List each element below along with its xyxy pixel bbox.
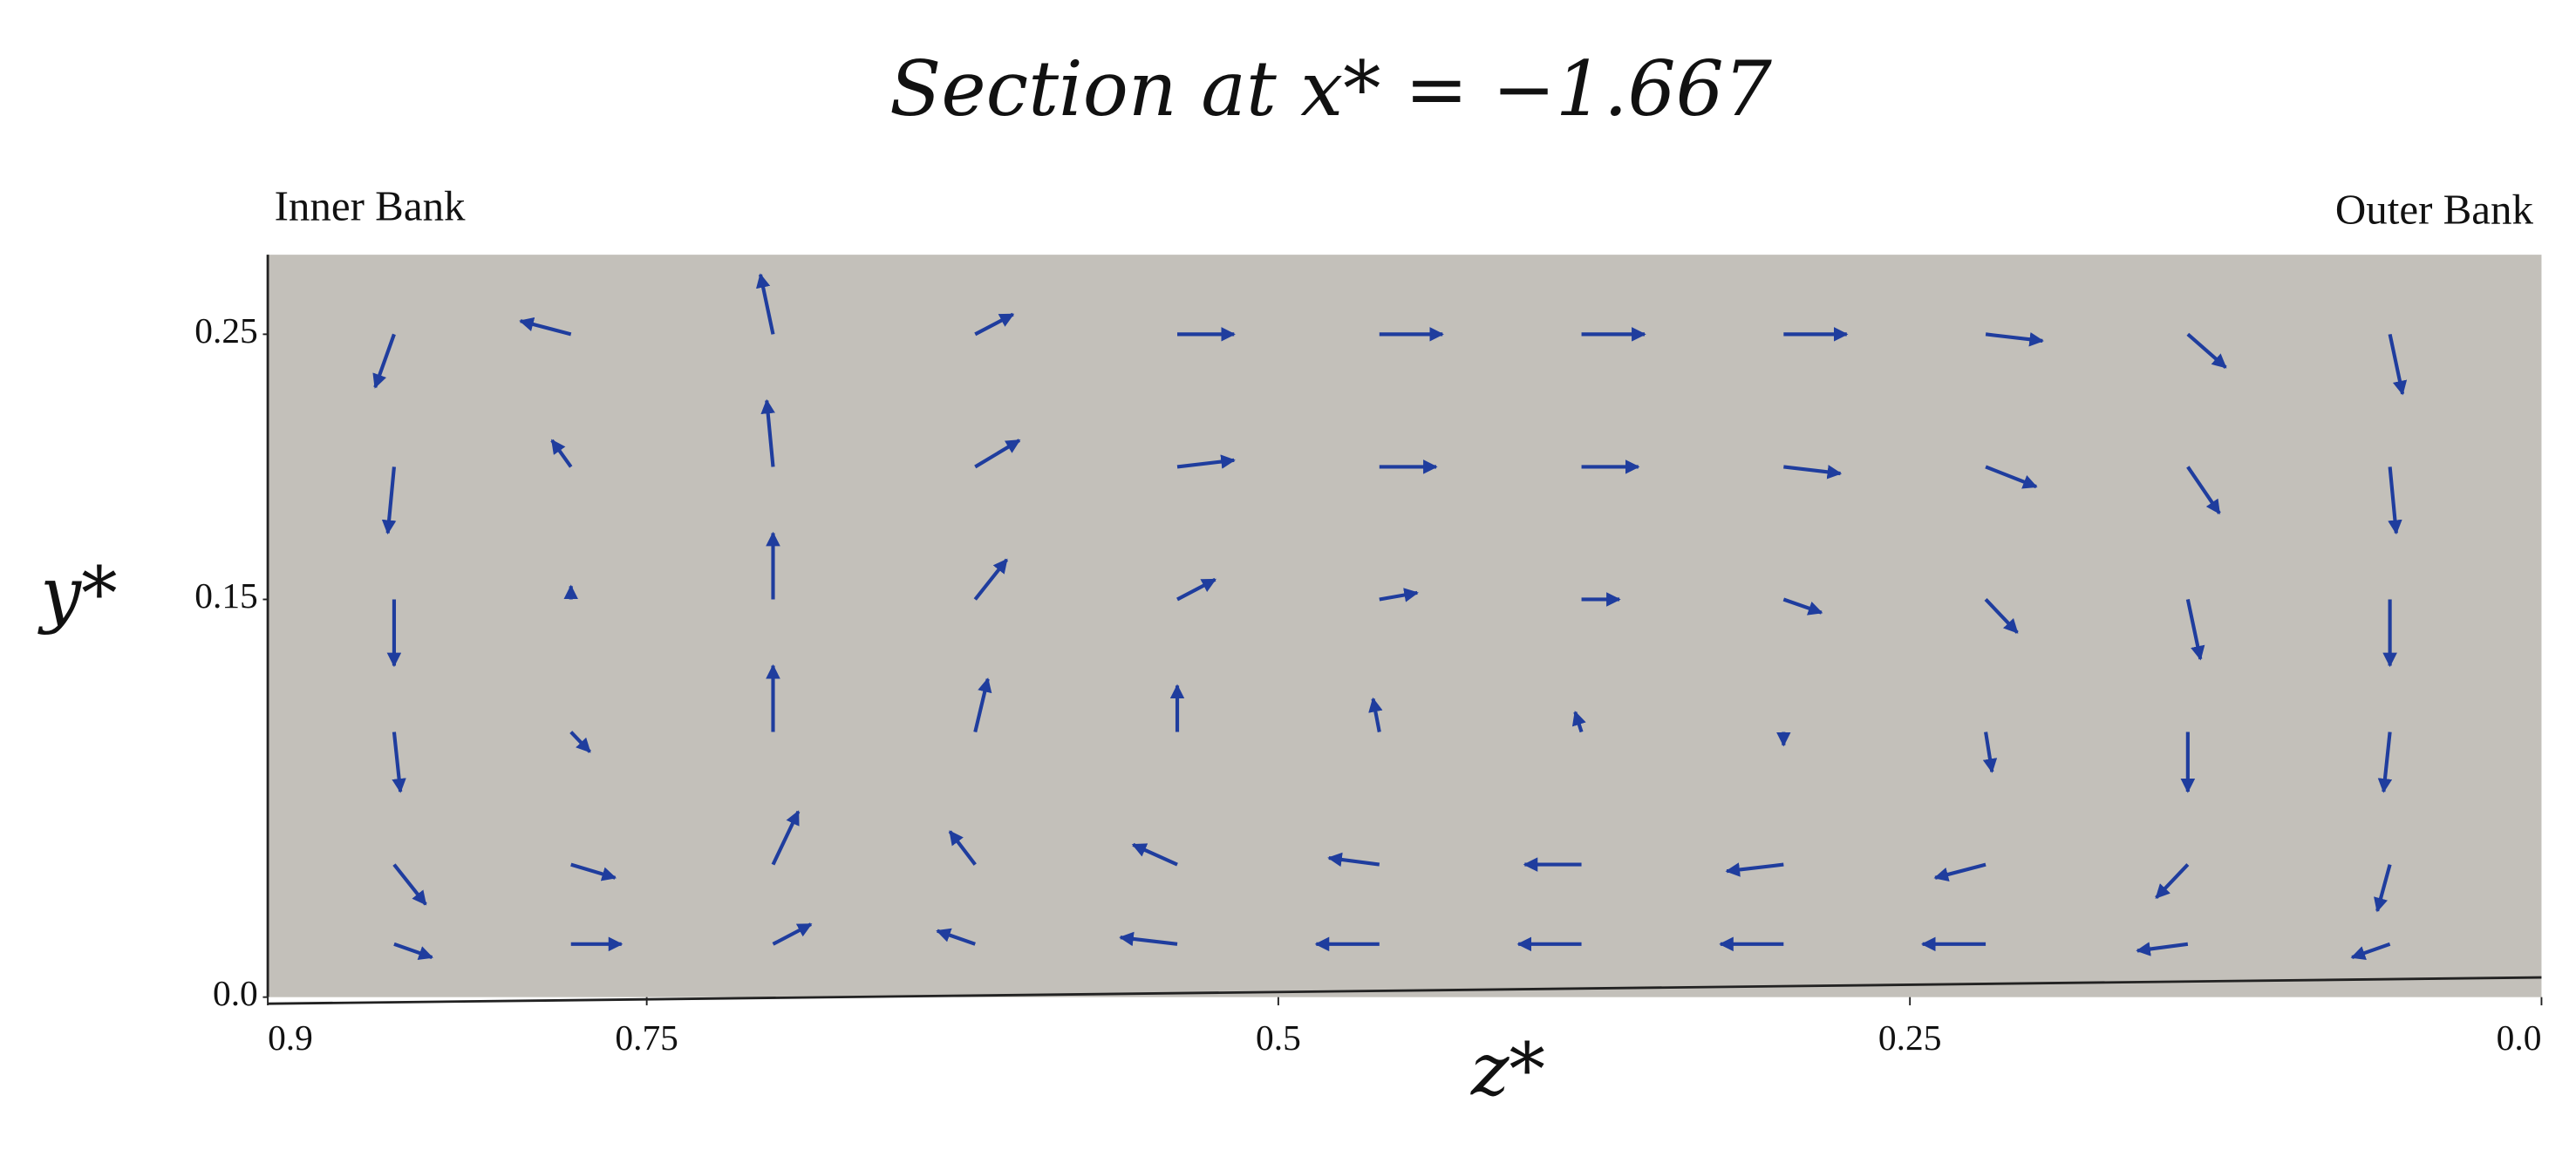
vector-arrow [372, 333, 396, 389]
vector-arrow [2388, 333, 2408, 396]
y-axis-label: y* [37, 551, 117, 636]
vector-arrow [570, 862, 617, 881]
vector-arrow [974, 439, 1021, 469]
vector-arrow [1368, 697, 1383, 732]
x-tick-label: 0.25 [1878, 1017, 1942, 1058]
vector-arrow [2374, 864, 2392, 913]
vector-arrow [1327, 852, 1380, 868]
vector-arrow [973, 558, 1009, 601]
vector-arrow [2350, 942, 2391, 960]
vector-arrow [1379, 588, 1419, 602]
vector-arrow [392, 732, 406, 793]
vector-arrow [755, 273, 775, 335]
vector-arrow [1783, 465, 1843, 480]
vector-arrow [1782, 597, 1823, 616]
vector-arrow [2377, 732, 2393, 793]
vector-arrow [1571, 711, 1586, 733]
x-tick-label: 0.75 [615, 1017, 678, 1058]
vector-arrow [1176, 454, 1236, 469]
vector-arrow [948, 830, 977, 866]
y-tick-label: 0.0 [213, 973, 258, 1013]
vector-arrow [550, 439, 573, 468]
vector-arrow [1984, 598, 2019, 634]
vector-arrow [1131, 842, 1178, 867]
vector-arrow [2155, 863, 2190, 900]
y-tick-label: 0.15 [194, 575, 258, 616]
x-tick-label: 0.0 [2497, 1017, 2542, 1058]
outer-bank-label: Outer Bank [2335, 185, 2534, 233]
vector-arrow [771, 810, 801, 866]
chart-title: Section at x* = −1.667 [889, 46, 1772, 133]
plot-area [268, 255, 2542, 997]
vector-arrow [974, 312, 1015, 337]
vector-arrow [381, 466, 397, 535]
vector-arrow [1933, 862, 1987, 882]
vector-arrow [1119, 931, 1178, 947]
vector-arrow [2136, 942, 2189, 956]
x-tick-label: 0.9 [268, 1017, 313, 1058]
y-tick-label: 0.25 [194, 310, 258, 350]
vector-arrow [973, 677, 992, 733]
vector-arrow [1176, 577, 1216, 602]
vector-arrow [569, 731, 591, 753]
inner-bank-label: Inner Bank [275, 182, 466, 230]
x-tick-label: 0.5 [1256, 1017, 1301, 1058]
vector-arrow [936, 928, 976, 946]
vector-arrow [1725, 862, 1784, 877]
vector-arrow [393, 942, 433, 960]
vector-arrow [760, 398, 775, 467]
vector-arrow [2185, 599, 2205, 661]
vector-arrow [772, 922, 813, 946]
vector-arrow [519, 316, 572, 337]
x-axis-label: z* [1470, 1028, 1545, 1113]
vector-arrow [1985, 332, 2044, 347]
vector-arrow [1985, 465, 2038, 489]
vector-arrow [1982, 732, 1998, 773]
vector-arrow [2186, 466, 2221, 515]
vector-arrow [2186, 332, 2227, 369]
vector-arrow [2388, 466, 2402, 535]
vector-arrow [392, 863, 427, 906]
